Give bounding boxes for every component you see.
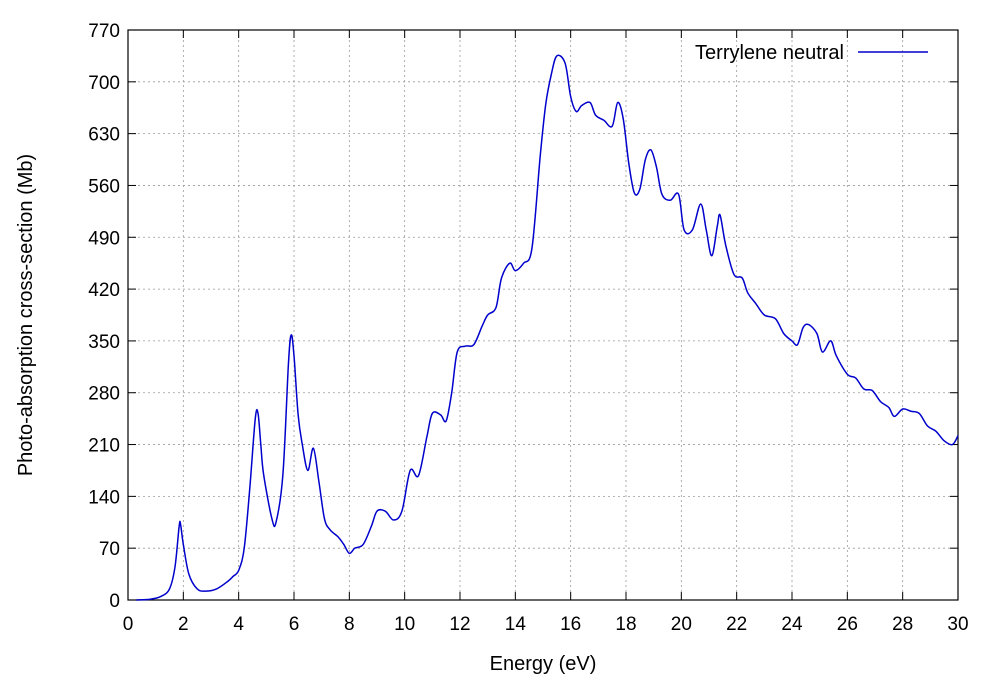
y-tick-label: 490 — [88, 228, 120, 249]
y-tick-label: 630 — [88, 125, 120, 146]
x-tick-label: 28 — [892, 614, 913, 635]
x-tick-label: 16 — [560, 614, 581, 635]
y-tick-label: 210 — [88, 436, 120, 457]
y-tick-label: 70 — [99, 539, 120, 560]
series-line-terrylene-neutral — [136, 54, 959, 601]
y-tick-label: 140 — [88, 487, 120, 508]
x-tick-label: 12 — [449, 614, 470, 635]
x-tick-label: 8 — [344, 614, 355, 635]
x-tick-label: 4 — [233, 614, 244, 635]
y-tick-label: 700 — [88, 73, 120, 94]
legend: Terrylene neutral — [695, 42, 928, 64]
x-tick-label: 2 — [178, 614, 189, 635]
y-tick-label: 420 — [88, 280, 120, 301]
x-tick-label: 24 — [781, 614, 803, 635]
y-tick-label: 280 — [88, 384, 120, 405]
x-tick-label: 0 — [123, 614, 134, 635]
grid — [128, 30, 958, 600]
y-axis-title: Photo-absorption cross-section (Mb) — [15, 154, 37, 476]
legend-label: Terrylene neutral — [695, 42, 844, 64]
x-tick-label: 30 — [947, 614, 968, 635]
x-tick-label: 10 — [394, 614, 415, 635]
x-tick-label: 20 — [671, 614, 692, 635]
x-tick-label: 6 — [289, 614, 300, 635]
y-tick-label: 560 — [88, 176, 120, 197]
axis-ticks — [127, 29, 959, 601]
x-tick-label: 18 — [615, 614, 636, 635]
x-tick-label: 22 — [726, 614, 747, 635]
x-tick-label: 26 — [837, 614, 858, 635]
y-tick-label: 350 — [88, 332, 120, 353]
x-axis-title: Energy (eV) — [490, 653, 597, 675]
plot-frame — [127, 29, 959, 601]
y-tick-label: 770 — [88, 21, 120, 42]
y-tick-label: 0 — [109, 591, 120, 612]
x-tick-label: 14 — [505, 614, 527, 635]
tick-labels: 0 2 4 6 8 10 12 14 16 18 20 22 24 26 28 300701402102803… — [88, 21, 968, 635]
